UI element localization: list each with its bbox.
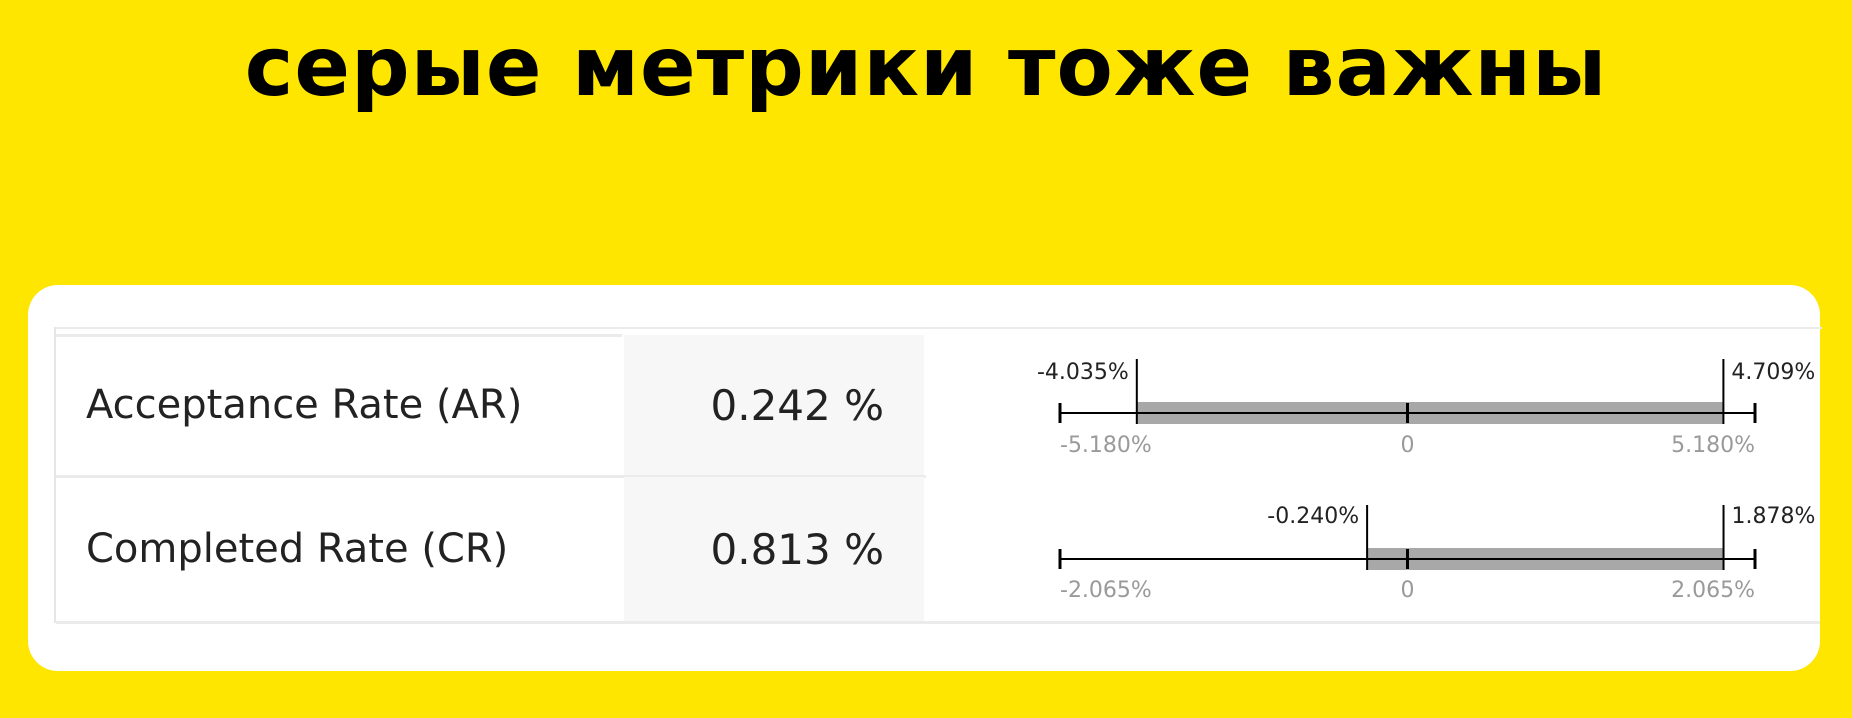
axis-zero-label: 0 <box>1401 578 1415 603</box>
axis-min-label: -5.180% <box>1060 433 1152 458</box>
confidence-interval-svg: -0.240% 1.878% -2.065% 0 2.065% <box>1058 504 1816 603</box>
ci-chart-group: -0.240% 1.878% -2.065% 0 2.065% <box>1058 504 1816 603</box>
table-top-border <box>54 327 1822 329</box>
ci-chart-group: -4.035% 4.709% -5.180% 0 5.180% <box>1037 359 1815 458</box>
axis-zero-label: 0 <box>1401 433 1415 458</box>
ci-low-label: -4.035% <box>1037 360 1129 385</box>
confidence-interval-chart: -0.240% 1.878% -2.065% 0 2.065% <box>926 477 1820 621</box>
metrics-card: Acceptance Rate (AR) 0.242 % -4.035% 4.70… <box>28 285 1822 671</box>
confidence-interval-svg: -4.035% 4.709% -5.180% 0 5.180% <box>1037 359 1815 458</box>
ci-low-label: -0.240% <box>1267 504 1359 529</box>
metric-row-completed-rate: Completed Rate (CR) 0.813 % -0.240% 1.878… <box>56 477 1820 621</box>
ci-high-label: 4.709% <box>1731 360 1815 385</box>
axis-max-label: 5.180% <box>1671 433 1755 458</box>
metric-row-acceptance-rate: Acceptance Rate (AR) 0.242 % -4.035% 4.70… <box>56 335 1820 475</box>
ci-high-label: 1.878% <box>1732 504 1816 529</box>
metrics-table: Acceptance Rate (AR) 0.242 % -4.035% 4.70… <box>54 327 1822 627</box>
row-divider-bottom <box>56 621 1820 624</box>
metric-value: 0.242 % <box>710 380 885 430</box>
metric-name: Completed Rate (CR) <box>86 526 509 572</box>
metric-value: 0.813 % <box>710 524 885 574</box>
slide-title: серые метрики тоже важны <box>244 20 1608 115</box>
row-divider-top <box>56 334 622 337</box>
axis-max-label: 2.065% <box>1671 578 1755 603</box>
table-left-border <box>54 327 56 623</box>
metric-value-cell: 0.813 % <box>624 477 924 621</box>
metric-value-cell: 0.242 % <box>624 335 924 475</box>
metric-name: Acceptance Rate (AR) <box>86 382 523 428</box>
row-divider-middle <box>56 475 926 478</box>
confidence-interval-chart: -4.035% 4.709% -5.180% 0 5.180% <box>926 335 1820 475</box>
axis-min-label: -2.065% <box>1060 578 1152 603</box>
